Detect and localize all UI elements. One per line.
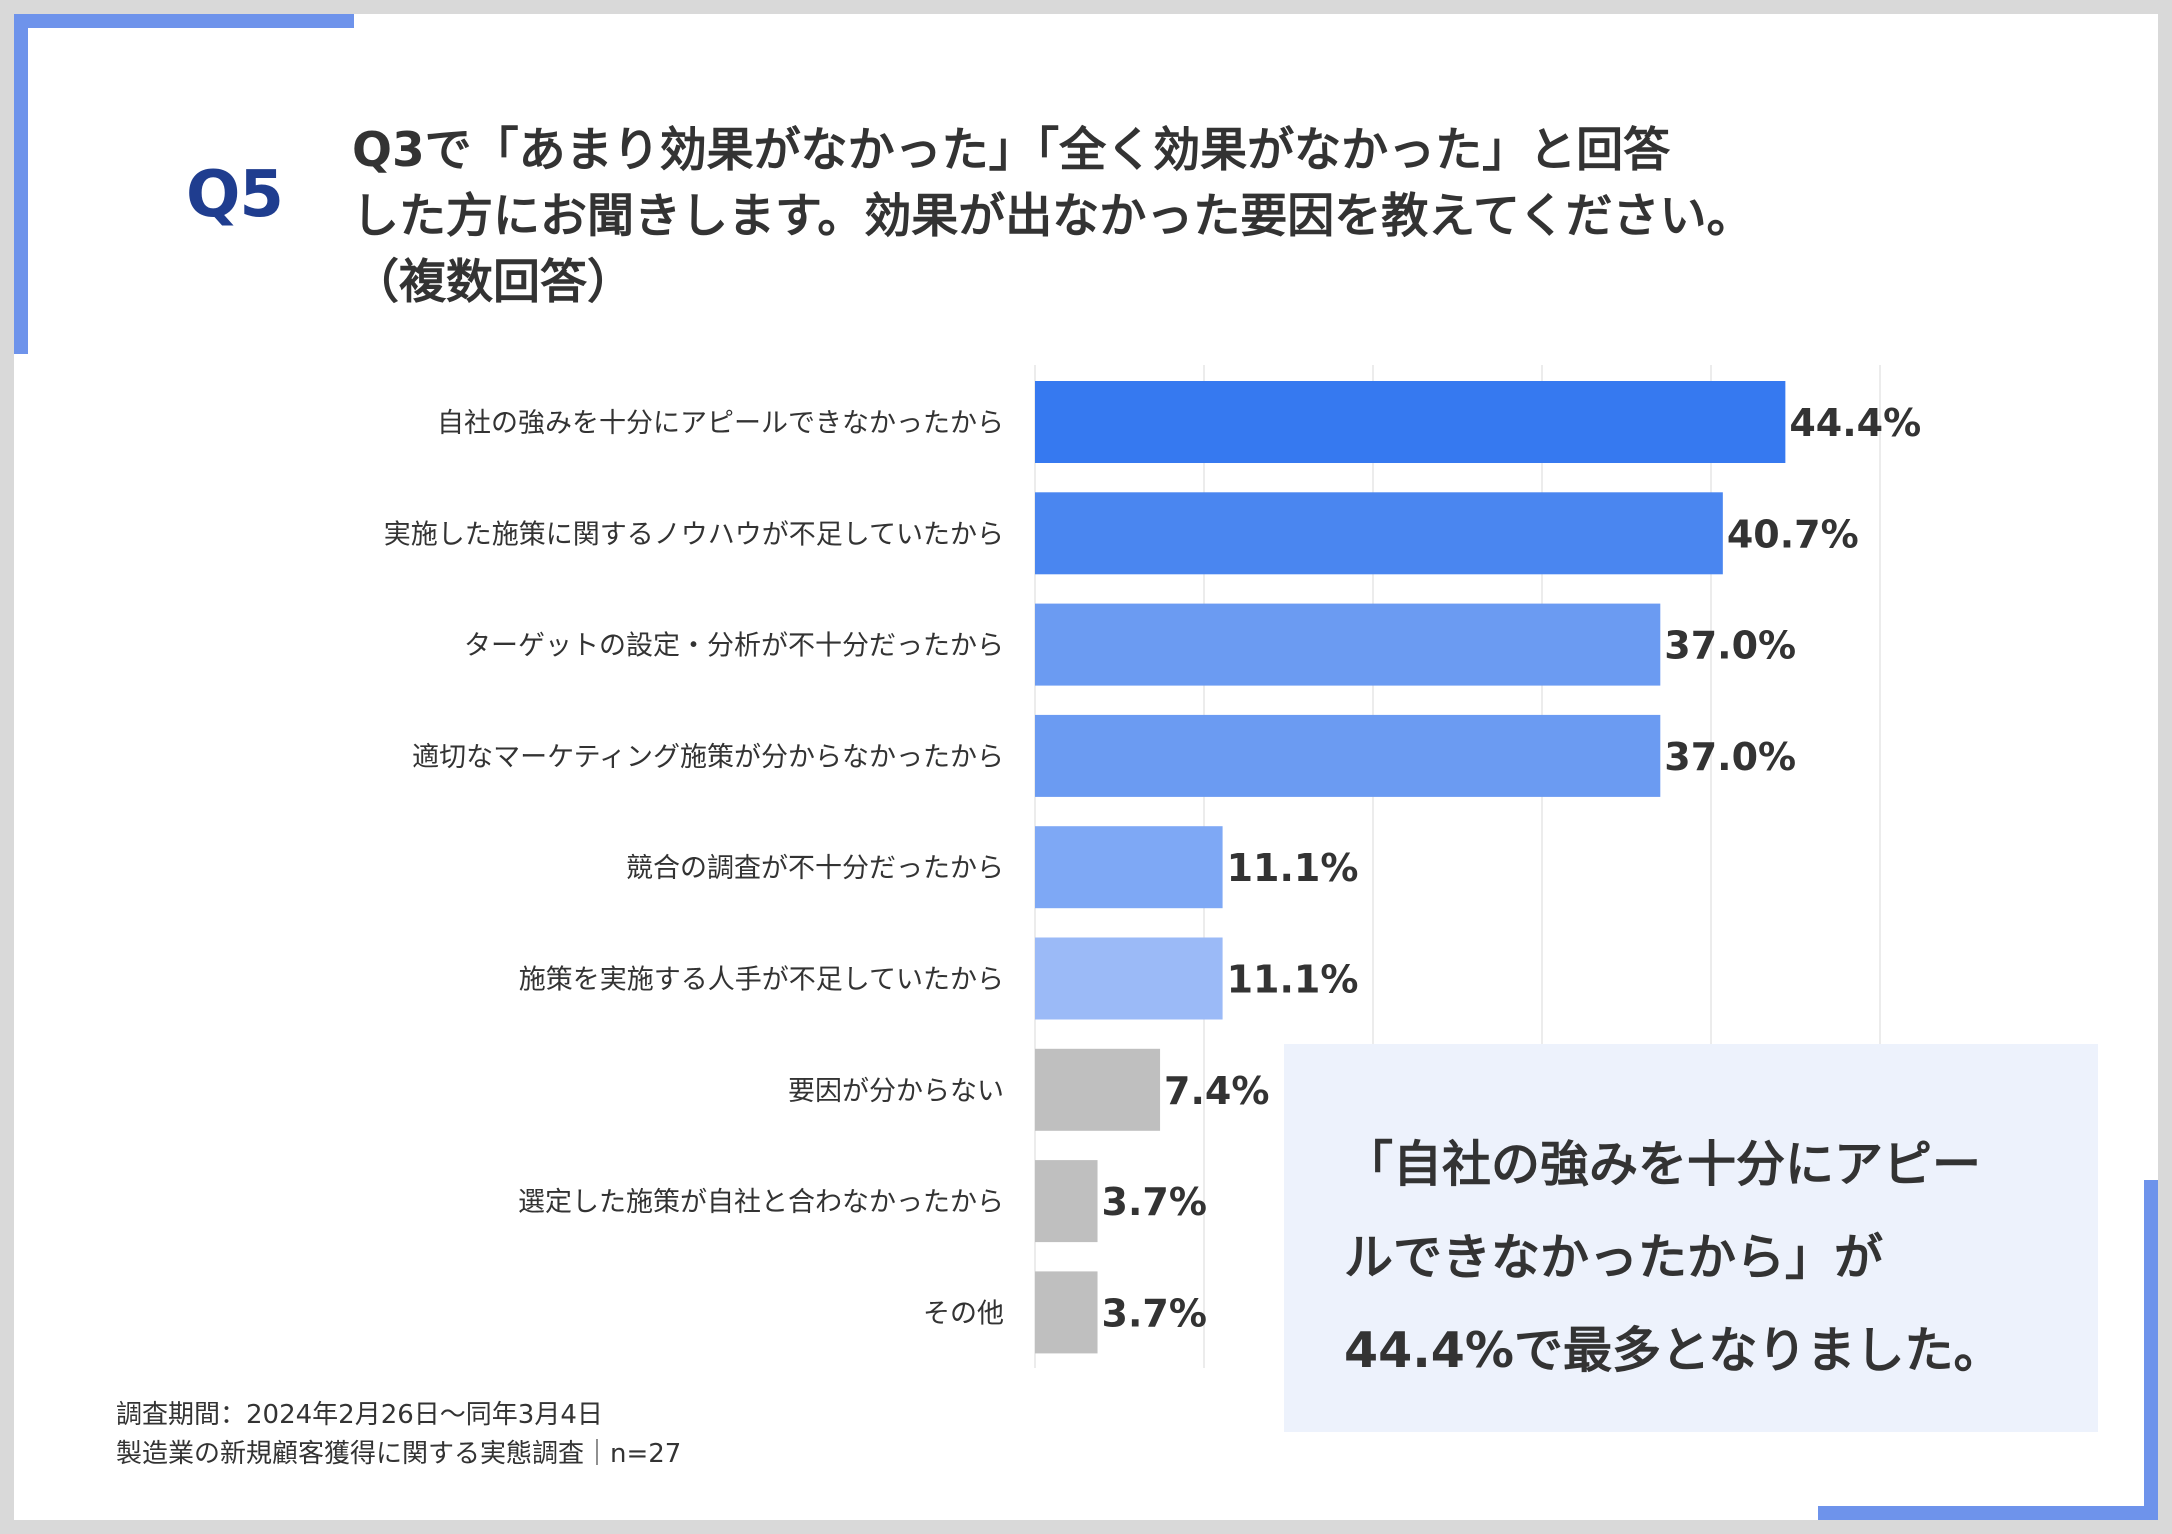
question-line-2: した方にお聞きします。効果が出なかった要因を教えてください。: [352, 189, 1754, 244]
bar: [1035, 603, 1661, 686]
bar: [1035, 937, 1223, 1020]
value-label: 3.7%: [1102, 1180, 1207, 1224]
category-label: 自社の強みを十分にアピールできなかったから: [437, 408, 1004, 439]
footnote: 調査期間：2024年2月26日～同年3月4日 製造業の新規顧客獲得に関する実態調…: [116, 1396, 681, 1474]
value-label: 44.4%: [1789, 401, 1921, 445]
accent-bar-top-left: [14, 14, 354, 28]
summary-line-3: 44.4%で最多となりました。: [1344, 1322, 2003, 1379]
bar: [1035, 714, 1661, 797]
bar: [1035, 381, 1786, 463]
category-label: その他: [923, 1298, 1004, 1329]
summary-line-1: 「自社の強みを十分にアピー: [1344, 1136, 1982, 1193]
value-label: 37.0%: [1664, 735, 1796, 779]
value-label: 3.7%: [1102, 1291, 1207, 1335]
category-label: 選定した施策が自社と合わなかったから: [518, 1187, 1004, 1218]
question-text: Q3で「あまり効果がなかった」「全く効果がなかった」と回答 した方にお聞きします…: [352, 118, 1992, 316]
category-label: 実施した施策に関するノウハウが不足していたから: [384, 519, 1004, 550]
category-label: 施策を実施する人手が不足していたから: [519, 965, 1004, 996]
summary-line-2: ルできなかったから」が: [1344, 1229, 1884, 1286]
survey-period: 調査期間：2024年2月26日～同年3月4日: [116, 1400, 603, 1430]
category-label: ターゲットの設定・分析が不十分だったから: [464, 631, 1004, 662]
value-label: 7.4%: [1164, 1069, 1269, 1113]
accent-bar-right: [2144, 1180, 2158, 1520]
category-label: 競合の調査が不十分だったから: [626, 853, 1004, 884]
bar: [1035, 1271, 1098, 1354]
bar: [1035, 1048, 1161, 1131]
value-label: 37.0%: [1664, 624, 1796, 668]
bar: [1035, 492, 1723, 575]
value-label: 11.1%: [1227, 846, 1359, 890]
bar: [1035, 826, 1223, 909]
bar: [1035, 1160, 1098, 1243]
summary-text: 「自社の強みを十分にアピー ルできなかったから」が 44.4%で最多となりました…: [1344, 1118, 2084, 1397]
value-label: 11.1%: [1227, 958, 1359, 1002]
accent-bar-left: [14, 14, 28, 354]
category-label: 要因が分からない: [788, 1076, 1004, 1107]
question-line-3: （複数回答）: [352, 255, 634, 310]
value-label: 40.7%: [1727, 512, 1859, 556]
summary-box: [1284, 1044, 2098, 1432]
question-number: Q5: [186, 158, 284, 232]
accent-bar-bottom-right: [1818, 1506, 2158, 1520]
question-line-1: Q3で「あまり効果がなかった」「全く効果がなかった」と回答: [352, 123, 1671, 178]
survey-name: 製造業の新規顧客獲得に関する実態調査｜n=27: [116, 1439, 682, 1469]
category-label: 適切なマーケティング施策が分からなかったから: [412, 742, 1004, 773]
